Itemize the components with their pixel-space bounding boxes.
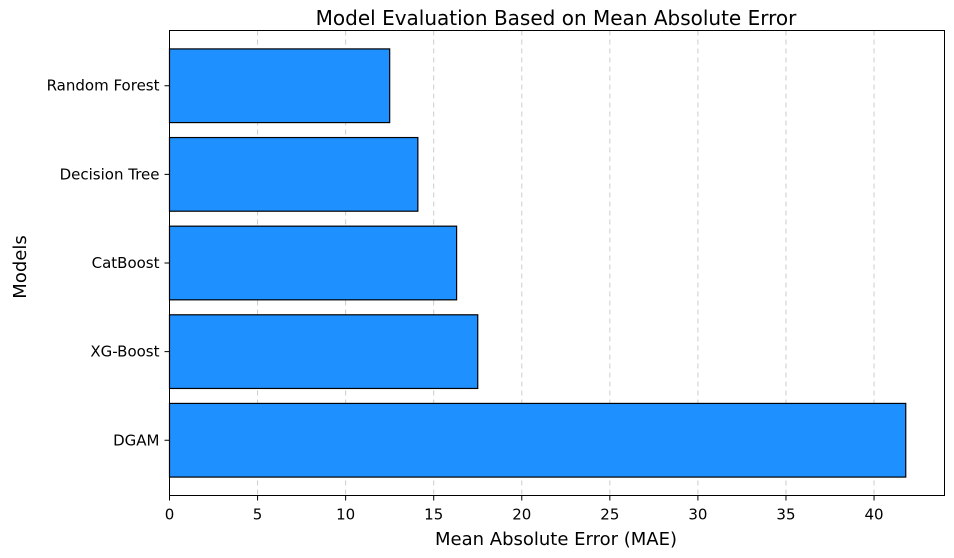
x-tick-label: 30: [688, 506, 707, 524]
x-axis-label: Mean Absolute Error (MAE): [435, 529, 677, 550]
x-tick-label: 25: [600, 506, 619, 524]
x-tick-label: 0: [165, 506, 175, 524]
bar-random-forest: [168, 48, 391, 124]
y-tick-label: XG-Boost: [90, 343, 159, 361]
x-tick-label: 15: [424, 506, 443, 524]
x-tick-label: 10: [336, 506, 355, 524]
x-tick-label: 35: [776, 506, 795, 524]
y-axis-ticks: DGAM XG-Boost CatBoost Decision Tree Random …: [47, 77, 170, 449]
x-axis-ticks: 0 5 10 15 20 25 30 35 40: [165, 495, 884, 524]
x-tick-label: 20: [512, 506, 531, 524]
y-axis-label: Models: [10, 235, 31, 298]
y-tick-label: Decision Tree: [60, 165, 160, 183]
y-tick-label: DGAM: [113, 431, 159, 449]
bar-catboost: [168, 225, 458, 301]
y-tick-label: CatBoost: [92, 254, 160, 272]
bar-decision-tree: [168, 136, 419, 212]
y-tick-label: Random Forest: [47, 77, 160, 95]
x-tick-label: 5: [253, 506, 263, 524]
x-tick-label: 40: [864, 506, 883, 524]
bar-dgam: [168, 402, 907, 478]
bar-xg-boost: [168, 314, 479, 390]
chart-title: Model Evaluation Based on Mean Absolute …: [316, 6, 797, 30]
bars: [168, 48, 907, 478]
